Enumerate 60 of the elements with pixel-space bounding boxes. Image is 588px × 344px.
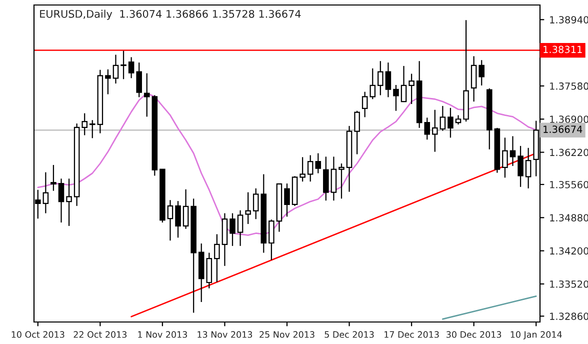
candlestick	[307, 154, 314, 182]
candlestick	[268, 219, 274, 261]
candlestick	[338, 162, 344, 200]
x-tick-label: 10 Oct 2013	[12, 331, 64, 338]
candlestick	[252, 188, 259, 220]
x-tick-label: 1 Nov 2013	[138, 331, 187, 338]
candlestick	[206, 252, 212, 289]
ref-line-label: 1.36674	[544, 126, 582, 133]
x-tick-label: 25 Nov 2013	[260, 331, 314, 338]
x-tick-label: 5 Dec 2013	[324, 331, 374, 338]
x-tick-label: 17 Dec 2013	[384, 331, 439, 338]
candlestick	[128, 56, 134, 79]
candlestick	[66, 178, 72, 226]
candlestick	[237, 210, 244, 246]
candlestick	[245, 192, 251, 225]
candlestick	[393, 84, 399, 112]
candlestick	[82, 112, 88, 136]
candlestick	[424, 117, 430, 140]
candlestick	[58, 178, 64, 224]
candlestick	[408, 73, 414, 105]
candlestick	[502, 137, 508, 178]
candlestick	[50, 164, 56, 192]
candlestick	[214, 234, 220, 283]
candlestick	[182, 188, 189, 230]
candlestick	[323, 156, 329, 202]
candlestick	[370, 68, 376, 100]
candlestick	[300, 156, 306, 182]
candlestick	[89, 120, 96, 139]
candlestick	[440, 105, 446, 132]
candlestick	[105, 68, 111, 95]
candlestick	[378, 60, 384, 96]
candlestick	[525, 147, 532, 189]
candlestick	[518, 145, 524, 188]
x-tick-label: 10 Jan 2014	[510, 331, 562, 340]
candlestick	[230, 212, 236, 246]
candlestick	[432, 109, 438, 152]
candlestick	[315, 152, 322, 174]
candlestick	[478, 60, 485, 86]
candlestick	[120, 50, 126, 80]
candlestick	[362, 91, 368, 118]
ref-line-label: 1.38311	[544, 46, 582, 54]
candlestick	[448, 107, 454, 138]
candlestick	[144, 72, 150, 118]
chart-title: EURUSD,Daily 1.36074 1.36866 1.35728 1.36674	[40, 10, 301, 20]
candlestick	[175, 200, 181, 238]
candlestick	[510, 136, 516, 166]
candlestick	[136, 62, 142, 98]
candlestick	[284, 182, 290, 218]
candlestick	[112, 54, 119, 84]
candlestick	[385, 62, 392, 98]
candlestick	[330, 156, 337, 202]
candlestick	[42, 172, 49, 214]
candlestick	[470, 56, 477, 102]
candlestick	[455, 114, 462, 126]
x-tick-label: 13 Nov 2013	[198, 331, 252, 338]
x-tick-label: 30 Dec 2013	[446, 331, 502, 338]
x-tick-label: 22 Oct 2013	[74, 331, 127, 338]
candlestick	[167, 200, 174, 242]
candlestick	[354, 110, 360, 155]
candlestick	[400, 65, 407, 103]
